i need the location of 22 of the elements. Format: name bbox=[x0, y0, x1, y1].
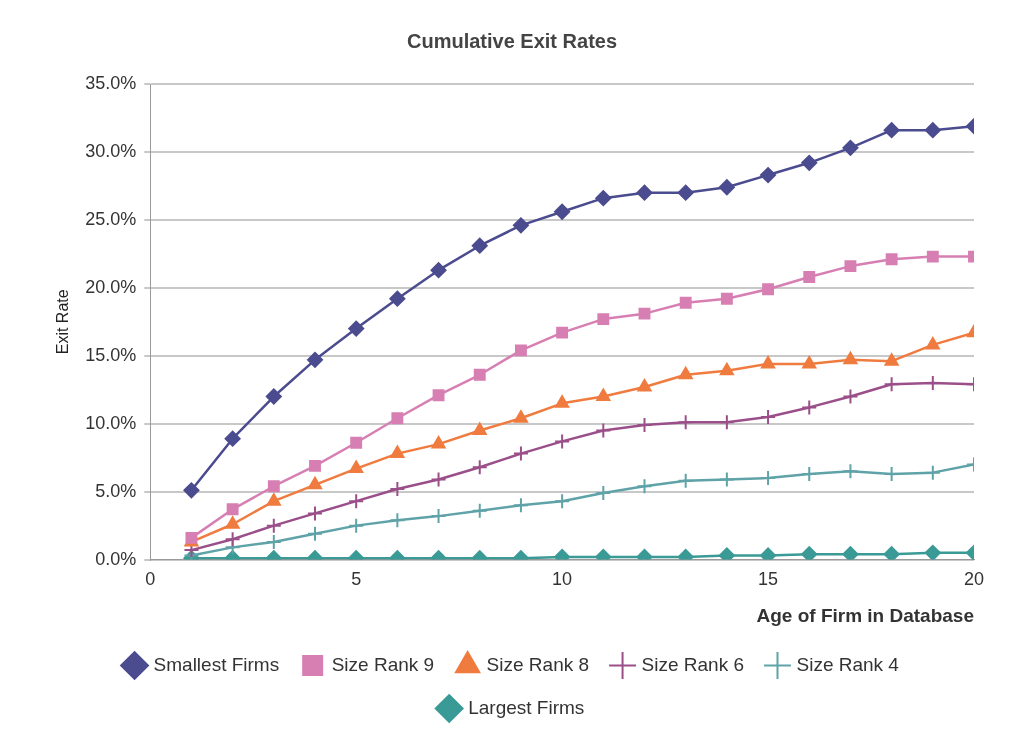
y-tick-label: 0.0% bbox=[95, 548, 137, 569]
legend-label: Smallest Firms bbox=[153, 653, 280, 675]
y-tick-label: 15.0% bbox=[85, 344, 137, 365]
legend-label: Largest Firms bbox=[468, 696, 585, 718]
x-axis-title: Age of Firm in Database bbox=[756, 604, 974, 626]
x-tick-label: 10 bbox=[552, 569, 573, 590]
x-tick-label: 15 bbox=[758, 569, 779, 590]
x-tick-label: 5 bbox=[351, 569, 362, 590]
x-tick-label: 20 bbox=[963, 569, 985, 590]
y-axis-title: Exit Rate bbox=[54, 289, 72, 355]
y-tick-label: 35.0% bbox=[85, 72, 137, 93]
y-tick-label: 10.0% bbox=[85, 412, 137, 433]
legend-label: Size Rank 8 bbox=[486, 653, 590, 675]
x-tick-label: 0 bbox=[145, 569, 156, 590]
chart-title: Cumulative Exit Rates bbox=[406, 29, 618, 52]
legend-label: Size Rank 9 bbox=[331, 653, 435, 675]
y-tick-label: 20.0% bbox=[85, 276, 137, 297]
y-tick-label: 30.0% bbox=[85, 140, 137, 161]
y-tick-label: 5.0% bbox=[95, 480, 137, 501]
legend-label: Size Rank 4 bbox=[796, 653, 900, 675]
legend-label: Size Rank 6 bbox=[641, 653, 745, 675]
y-tick-label: 25.0% bbox=[85, 208, 137, 229]
